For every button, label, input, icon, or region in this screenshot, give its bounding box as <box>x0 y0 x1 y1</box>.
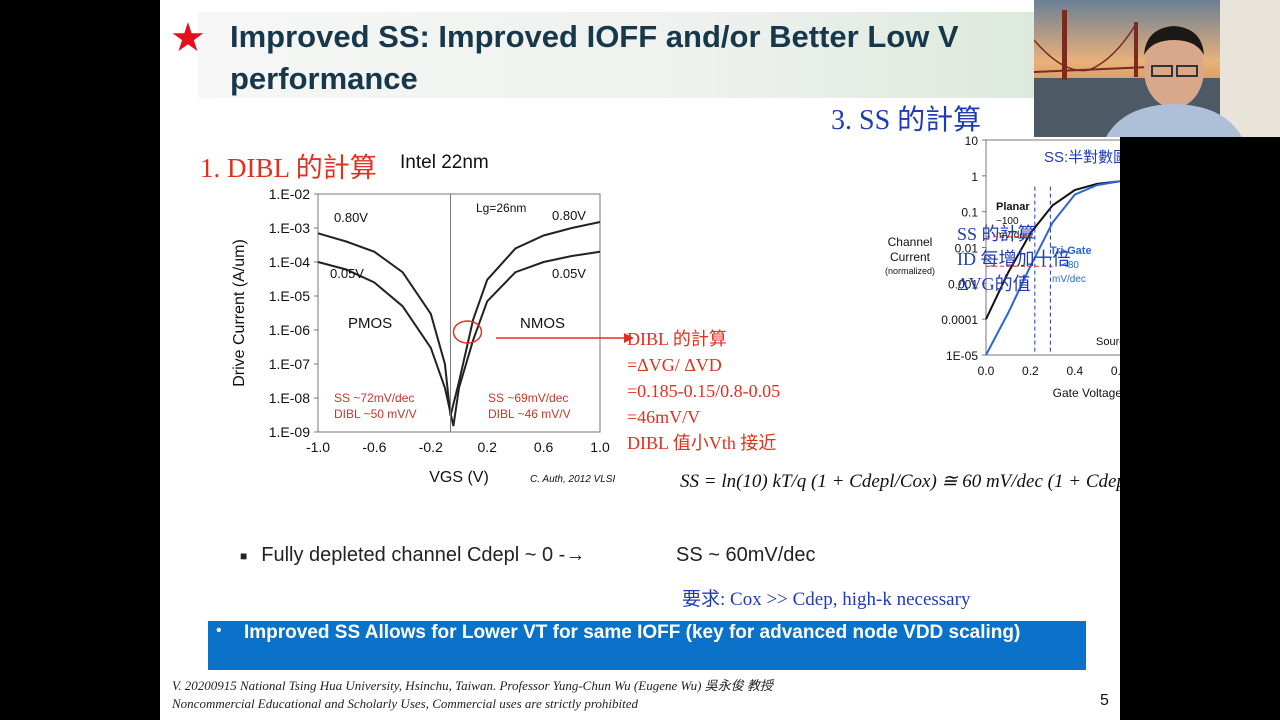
chart-annotation: 0.80V <box>334 210 368 225</box>
bullet-icon: • <box>216 622 222 639</box>
chart-annotation: mV/dec <box>1052 274 1086 285</box>
y-tick-label: 1.E-02 <box>269 186 310 202</box>
chart-annotation: Planar <box>996 201 1030 213</box>
page-number: 5 <box>1100 692 1109 709</box>
dibl-calc-line: =ΔVG/ ΔVD <box>627 355 722 375</box>
x-axis-label: VGS (V) <box>429 469 489 486</box>
plot-frame <box>317 193 601 433</box>
ss-calc-line: SS 的計算 <box>957 224 1036 244</box>
dibl-calc-line: =0.185-0.15/0.8-0.05 <box>627 381 781 401</box>
slide-title: Improved SS: Improved IOFF and/or Better… <box>230 19 959 96</box>
title-bar <box>198 12 1038 98</box>
highlight-ellipse <box>452 320 483 344</box>
chart-annotation: DIBL ~46 mV/V <box>488 407 571 421</box>
y-axis-label: Drive Current (A/um) <box>231 239 248 387</box>
dibl-calc-line: DIBL 的計算 <box>627 329 727 349</box>
chart-annotation: <80 <box>1062 260 1079 271</box>
y-tick-label: 1 <box>971 170 978 184</box>
y-tick-label: 10 <box>965 134 979 148</box>
fully-depleted-text: Fully depleted channel Cdepl ~ 0 -→ <box>261 544 586 566</box>
bullet-icon: ■ <box>240 548 248 563</box>
dibl-arrow <box>496 333 634 343</box>
ss-calc-line: ΔVG的值 <box>957 274 1031 294</box>
chart-annotation: 0.05V <box>330 266 364 281</box>
y-tick-label: 1.E-09 <box>269 424 310 440</box>
banner-text: Improved SS Allows for Lower VT for same… <box>244 622 1021 643</box>
dibl-calculation: DIBL 的計算 =ΔVG/ ΔVD =0.185-0.15/0.8-0.05 … <box>627 326 780 456</box>
y-tick-label: 1.E-08 <box>269 390 310 406</box>
key-point-banner: • Improved SS Allows for Lower VT for sa… <box>208 621 1086 670</box>
x-tick-label: 0.2 <box>477 439 497 455</box>
x-tick-label: 0.2 <box>1022 364 1039 378</box>
y-tick-label: 1E-05 <box>946 349 978 363</box>
y-axis-label: Current <box>890 250 931 264</box>
webcam-feed <box>1034 0 1280 137</box>
ss-calculation: SS 的計算 ID 每增加十倍 ΔVG的值 <box>957 222 1071 297</box>
dibl-calc-line: DIBL 值小Vth 接近 <box>627 433 777 453</box>
y-tick-label: 0.01 <box>955 242 979 256</box>
x-tick-label: 0.6 <box>534 439 554 455</box>
footer-line: Noncommercial Educational and Scholarly … <box>172 696 639 711</box>
y-tick-label: 1.E-05 <box>269 288 310 304</box>
x-tick-label: 0.0 <box>978 364 995 378</box>
star-icon: ★ <box>170 16 206 60</box>
requirement-text: 要求: Cox >> Cdep, high-k necessary <box>682 589 971 610</box>
chart-annotation: mV/dec <box>996 230 1030 241</box>
chart-source: Source: Bohr / Intel <box>1096 336 1120 348</box>
chart-annotation: ~100 <box>996 216 1019 227</box>
footer: V. 20200915 National Tsing Hua Universit… <box>172 677 773 713</box>
y-tick-label: 1.E-03 <box>269 220 310 236</box>
chart-annotation: 0.05V <box>552 266 586 281</box>
y-tick-label: 1.E-06 <box>269 322 310 338</box>
x-tick-label: 0.6 <box>1111 364 1120 378</box>
chart-annotation: 0.80V <box>552 208 586 223</box>
chart-annotation: SS ~72mV/dec <box>334 391 414 405</box>
x-tick-label: -0.2 <box>419 439 443 455</box>
chart-annotation: Lg=26nm <box>476 201 526 215</box>
intel-label: Intel 22nm <box>400 152 489 173</box>
y-tick-label: 0.1 <box>961 206 978 220</box>
ss-60-label: SS ~ 60mV/dec <box>676 544 816 566</box>
ss-formula: SS = ln(10) kT/q (1 + Cdepl/Cox) ≅ 60 mV… <box>680 471 1120 492</box>
ss-calc-line: ID 每增加十倍 <box>957 249 1071 269</box>
x-tick-label: -1.0 <box>306 439 330 455</box>
series-line <box>317 221 601 417</box>
chart-annotation: NMOS <box>520 315 565 332</box>
chart-annotation: DIBL ~50 mV/V <box>334 407 417 421</box>
series-line <box>985 180 1120 320</box>
ss-chart: 0.00.20.40.60.81.01E-050.00010.0010.010.… <box>885 134 1120 400</box>
chart-annotation: SS ~69mV/dec <box>488 391 568 405</box>
x-axis-label: Gate Voltage (V) <box>1053 386 1120 400</box>
y-axis-label: (normalized) <box>885 266 935 276</box>
chart-title: SS:半對數圖斜率 <box>1044 149 1120 166</box>
dibl-heading: 1. DIBL 的計算 <box>200 153 377 183</box>
x-tick-label: -0.6 <box>362 439 386 455</box>
chart-annotation: PMOS <box>348 315 392 332</box>
chart-source: C. Auth, 2012 VLSI <box>530 474 615 485</box>
dibl-calc-line: =46mV/V <box>627 407 701 427</box>
ss-heading: 3. SS 的計算 <box>831 105 982 136</box>
dibl-chart: -1.0 -0.6 -0.2 0.2 0.6 1.0 1.E-09 1.E-08 1.E-07 1… <box>231 186 615 486</box>
y-tick-label: 1.E-07 <box>269 356 310 372</box>
footer-line: V. 20200915 National Tsing Hua Universit… <box>172 678 773 693</box>
y-tick-label: 0.0001 <box>941 313 978 327</box>
x-tick-label: 0.4 <box>1066 364 1083 378</box>
slide: ★ Improved SS: Improved IOFF and/or Bett… <box>160 0 1120 720</box>
y-tick-label: 0.001 <box>948 277 978 291</box>
y-axis-label: Channel <box>888 235 933 249</box>
y-tick-label: 1.E-04 <box>269 254 310 270</box>
series-line <box>985 180 1120 356</box>
fully-depleted-line: ■ Fully depleted channel Cdepl ~ 0 -→ <box>240 544 585 567</box>
chart-annotation: Tri-Gate <box>1050 245 1092 257</box>
x-tick-label: 1.0 <box>590 439 610 455</box>
webcam-video <box>1034 0 1280 137</box>
series-line <box>317 250 601 427</box>
